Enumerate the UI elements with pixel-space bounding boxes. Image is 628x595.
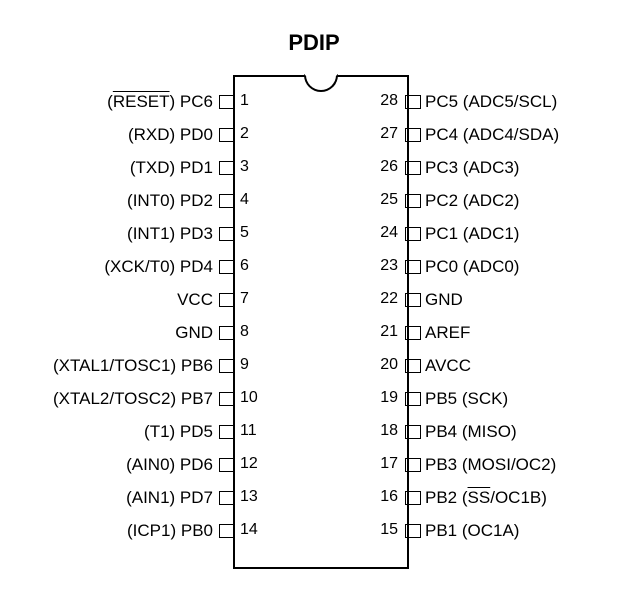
pin-label-2: (RXD) PD0 bbox=[128, 125, 213, 145]
pin-number-13: 13 bbox=[240, 488, 258, 506]
pin-box-4 bbox=[219, 194, 235, 208]
pin-label-24: PC1 (ADC1) bbox=[425, 224, 519, 244]
pin-number-10: 10 bbox=[240, 389, 258, 407]
pin-box-8 bbox=[219, 326, 235, 340]
pin-label-23: PC0 (ADC0) bbox=[425, 257, 519, 277]
pin-label-15: PB1 (OC1A) bbox=[425, 521, 519, 541]
pin-box-25 bbox=[405, 194, 421, 208]
pin-number-6: 6 bbox=[240, 257, 249, 275]
pin-label-1: (RESET) PC6 bbox=[107, 92, 213, 112]
pin-number-28: 28 bbox=[380, 92, 398, 110]
pin-number-26: 26 bbox=[380, 158, 398, 176]
pin-label-25: PC2 (ADC2) bbox=[425, 191, 519, 211]
pin-number-17: 17 bbox=[380, 455, 398, 473]
pin-box-22 bbox=[405, 293, 421, 307]
pin-label-10: (XTAL2/TOSC2) PB7 bbox=[53, 389, 213, 409]
pin-box-14 bbox=[219, 524, 235, 538]
pin-label-8: GND bbox=[175, 323, 213, 343]
pin-label-9: (XTAL1/TOSC1) PB6 bbox=[53, 356, 213, 376]
pin-box-7 bbox=[219, 293, 235, 307]
pin-label-13: (AIN1) PD7 bbox=[126, 488, 213, 508]
pin-box-12 bbox=[219, 458, 235, 472]
pin-box-28 bbox=[405, 95, 421, 109]
package-title: PDIP bbox=[0, 30, 628, 56]
pin-box-27 bbox=[405, 128, 421, 142]
pin-label-26: PC3 (ADC3) bbox=[425, 158, 519, 178]
pin-label-22: GND bbox=[425, 290, 463, 310]
pin-box-24 bbox=[405, 227, 421, 241]
pin-box-17 bbox=[405, 458, 421, 472]
pin-number-12: 12 bbox=[240, 455, 258, 473]
pin-number-1: 1 bbox=[240, 92, 249, 110]
pin-number-25: 25 bbox=[380, 191, 398, 209]
pin-label-7: VCC bbox=[177, 290, 213, 310]
pin-label-3: (TXD) PD1 bbox=[130, 158, 213, 178]
pin-box-1 bbox=[219, 95, 235, 109]
pin-label-4: (INT0) PD2 bbox=[127, 191, 213, 211]
pin-label-18: PB4 (MISO) bbox=[425, 422, 517, 442]
pin-number-14: 14 bbox=[240, 521, 258, 539]
pin-box-26 bbox=[405, 161, 421, 175]
pin-box-16 bbox=[405, 491, 421, 505]
pin-number-18: 18 bbox=[380, 422, 398, 440]
pin-label-27: PC4 (ADC4/SDA) bbox=[425, 125, 559, 145]
pin-box-18 bbox=[405, 425, 421, 439]
pin-label-28: PC5 (ADC5/SCL) bbox=[425, 92, 557, 112]
pin-label-5: (INT1) PD3 bbox=[127, 224, 213, 244]
pin-number-8: 8 bbox=[240, 323, 249, 341]
pin-number-21: 21 bbox=[380, 323, 398, 341]
pin-box-23 bbox=[405, 260, 421, 274]
pin-box-9 bbox=[219, 359, 235, 373]
pinout-diagram: PDIP 1 (RESET) PC6 2 (RXD) PD0 3 (TXD) PD1 4 (IN… bbox=[0, 0, 628, 595]
pin-number-16: 16 bbox=[380, 488, 398, 506]
pin-label-11: (T1) PD5 bbox=[144, 422, 213, 442]
pin-number-23: 23 bbox=[380, 257, 398, 275]
pin-label-6: (XCK/T0) PD4 bbox=[104, 257, 213, 277]
pin-number-3: 3 bbox=[240, 158, 249, 176]
pin-number-22: 22 bbox=[380, 290, 398, 308]
pin-number-20: 20 bbox=[380, 356, 398, 374]
pin-label-12: (AIN0) PD6 bbox=[126, 455, 213, 475]
pin-box-6 bbox=[219, 260, 235, 274]
pin-label-20: AVCC bbox=[425, 356, 471, 376]
pin-box-13 bbox=[219, 491, 235, 505]
pin-box-2 bbox=[219, 128, 235, 142]
pin-number-9: 9 bbox=[240, 356, 249, 374]
pin-label-17: PB3 (MOSI/OC2) bbox=[425, 455, 556, 475]
pin-box-21 bbox=[405, 326, 421, 340]
pin-number-7: 7 bbox=[240, 290, 249, 308]
pin-box-19 bbox=[405, 392, 421, 406]
pin-label-21: AREF bbox=[425, 323, 470, 343]
pin-number-15: 15 bbox=[380, 521, 398, 539]
pin-number-11: 11 bbox=[240, 422, 257, 440]
pin-box-11 bbox=[219, 425, 235, 439]
pin-number-19: 19 bbox=[380, 389, 398, 407]
pin-number-2: 2 bbox=[240, 125, 249, 143]
pin-box-5 bbox=[219, 227, 235, 241]
pin-label-14: (ICP1) PB0 bbox=[127, 521, 213, 541]
pin-number-27: 27 bbox=[380, 125, 398, 143]
pin-box-10 bbox=[219, 392, 235, 406]
pin-number-4: 4 bbox=[240, 191, 249, 209]
pin-label-16: PB2 (SS/OC1B) bbox=[425, 488, 547, 508]
pin-number-24: 24 bbox=[380, 224, 398, 242]
pin-number-5: 5 bbox=[240, 224, 249, 242]
pin-box-15 bbox=[405, 524, 421, 538]
pin-box-3 bbox=[219, 161, 235, 175]
pin-label-19: PB5 (SCK) bbox=[425, 389, 508, 409]
pin-box-20 bbox=[405, 359, 421, 373]
